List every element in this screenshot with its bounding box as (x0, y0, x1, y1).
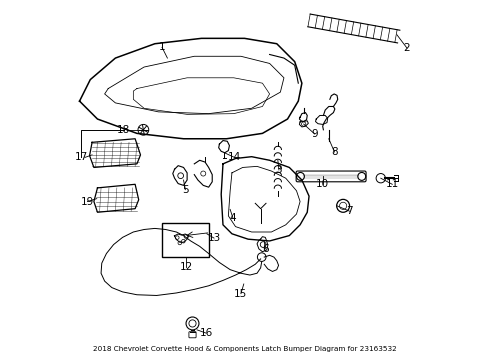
Text: 4: 4 (229, 213, 236, 223)
Text: 19: 19 (81, 197, 94, 207)
Text: 2018 Chevrolet Corvette Hood & Components Latch Bumper Diagram for 23163532: 2018 Chevrolet Corvette Hood & Component… (92, 346, 396, 352)
Text: 13: 13 (207, 233, 220, 243)
Text: 5: 5 (182, 185, 188, 195)
Text: 6: 6 (262, 244, 268, 254)
Text: 14: 14 (227, 152, 241, 162)
FancyBboxPatch shape (296, 171, 366, 182)
Text: 10: 10 (315, 179, 328, 189)
Text: 8: 8 (330, 147, 337, 157)
Text: 12: 12 (180, 262, 193, 272)
FancyBboxPatch shape (162, 223, 208, 257)
Text: 17: 17 (75, 152, 88, 162)
Text: 18: 18 (117, 125, 130, 135)
Text: 1: 1 (159, 42, 165, 52)
Text: 9: 9 (311, 129, 318, 139)
Text: 15: 15 (234, 289, 247, 299)
FancyBboxPatch shape (188, 332, 196, 338)
Text: 2: 2 (403, 43, 409, 53)
Text: 11: 11 (385, 179, 398, 189)
Text: 3: 3 (275, 165, 282, 175)
Text: 7: 7 (346, 206, 352, 216)
Text: 16: 16 (199, 328, 212, 338)
